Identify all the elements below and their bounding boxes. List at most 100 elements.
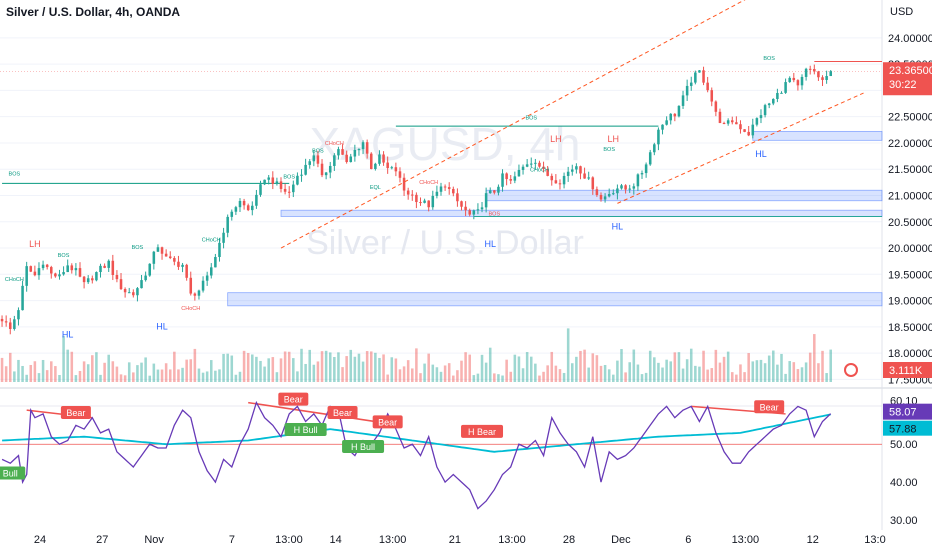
- candle-body[interactable]: [123, 289, 127, 293]
- candle-body[interactable]: [571, 169, 574, 172]
- candle-body[interactable]: [493, 190, 496, 193]
- candle-body[interactable]: [21, 285, 24, 311]
- candle-body[interactable]: [132, 292, 135, 296]
- candle-body[interactable]: [661, 124, 664, 130]
- candle-body[interactable]: [653, 144, 656, 153]
- candle-body[interactable]: [41, 264, 45, 269]
- candle-body[interactable]: [214, 257, 217, 268]
- candle-body[interactable]: [185, 264, 188, 278]
- candle-body[interactable]: [29, 266, 33, 272]
- candle-body[interactable]: [796, 80, 800, 86]
- candle-body[interactable]: [341, 149, 344, 155]
- candle-body[interactable]: [353, 149, 357, 157]
- candle-body[interactable]: [443, 186, 447, 188]
- candle-body[interactable]: [673, 113, 677, 117]
- candle-body[interactable]: [242, 200, 246, 206]
- candle-body[interactable]: [238, 200, 242, 208]
- candle-body[interactable]: [218, 242, 221, 258]
- candle-body[interactable]: [205, 275, 209, 281]
- candle-body[interactable]: [177, 261, 180, 267]
- candle-body[interactable]: [583, 173, 586, 179]
- candle-body[interactable]: [246, 205, 250, 211]
- candle-body[interactable]: [62, 272, 65, 275]
- candle-body[interactable]: [529, 163, 533, 165]
- candle-body[interactable]: [722, 123, 726, 125]
- candle-body[interactable]: [226, 216, 229, 233]
- candle-body[interactable]: [468, 210, 471, 215]
- candle-body[interactable]: [369, 153, 373, 169]
- candle-body[interactable]: [517, 169, 521, 177]
- candle-body[interactable]: [406, 190, 410, 195]
- candle-body[interactable]: [255, 194, 258, 206]
- candle-body[interactable]: [566, 171, 570, 176]
- candle-body[interactable]: [726, 120, 730, 124]
- candle-body[interactable]: [694, 72, 697, 83]
- candle-body[interactable]: [698, 70, 701, 73]
- candle-body[interactable]: [808, 68, 812, 70]
- candle-body[interactable]: [70, 265, 74, 271]
- candle-body[interactable]: [74, 268, 78, 271]
- candle-body[interactable]: [702, 70, 705, 83]
- candle-body[interactable]: [37, 268, 41, 276]
- candle-body[interactable]: [767, 103, 771, 106]
- candle-body[interactable]: [644, 164, 648, 174]
- candle-body[interactable]: [706, 82, 709, 91]
- candle-body[interactable]: [636, 174, 640, 187]
- candle-body[interactable]: [234, 207, 238, 212]
- candle-body[interactable]: [411, 194, 414, 196]
- price-axis[interactable]: USD24.0000023.5000023.0000022.5000022.00…: [844, 6, 932, 386]
- candle-body[interactable]: [759, 115, 763, 119]
- candle-body[interactable]: [173, 258, 176, 262]
- candle-body[interactable]: [251, 205, 254, 211]
- candle-body[interactable]: [312, 155, 316, 162]
- candle-body[interactable]: [562, 175, 566, 185]
- candle-body[interactable]: [283, 188, 287, 192]
- candle-body[interactable]: [620, 185, 623, 189]
- candle-body[interactable]: [54, 273, 57, 277]
- candle-body[interactable]: [550, 175, 554, 181]
- candle-body[interactable]: [374, 163, 377, 169]
- candle-body[interactable]: [91, 278, 94, 281]
- candle-body[interactable]: [804, 68, 808, 77]
- candle-body[interactable]: [209, 267, 213, 276]
- candle-body[interactable]: [419, 202, 422, 204]
- candle-body[interactable]: [136, 288, 139, 296]
- candle-body[interactable]: [575, 166, 578, 170]
- candle-body[interactable]: [349, 156, 353, 163]
- candle-body[interactable]: [476, 209, 480, 211]
- candle-body[interactable]: [776, 92, 779, 99]
- candle-body[interactable]: [345, 154, 348, 163]
- candle-body[interactable]: [501, 173, 504, 187]
- candle-body[interactable]: [505, 173, 508, 180]
- candle-body[interactable]: [525, 164, 529, 167]
- candle-body[interactable]: [497, 186, 500, 193]
- candle-body[interactable]: [357, 149, 361, 151]
- volume-badge[interactable]: [883, 362, 932, 378]
- candle-body[interactable]: [460, 201, 463, 207]
- candle-body[interactable]: [423, 200, 426, 203]
- candle-body[interactable]: [160, 247, 164, 254]
- candle-body[interactable]: [640, 173, 644, 175]
- candle-body[interactable]: [148, 263, 152, 276]
- candle-body[interactable]: [607, 194, 611, 197]
- candle-body[interactable]: [751, 124, 755, 136]
- candle-body[interactable]: [456, 193, 459, 202]
- candle-body[interactable]: [0, 318, 4, 322]
- candle-body[interactable]: [685, 85, 689, 96]
- candle-body[interactable]: [772, 98, 775, 104]
- candle-body[interactable]: [95, 272, 98, 281]
- candle-body[interactable]: [271, 177, 275, 184]
- candle-body[interactable]: [710, 90, 714, 102]
- candle-body[interactable]: [484, 193, 488, 208]
- candle-body[interactable]: [45, 264, 49, 268]
- candle-body[interactable]: [382, 154, 385, 163]
- candle-body[interactable]: [259, 184, 262, 195]
- candle-body[interactable]: [743, 129, 746, 132]
- candle-body[interactable]: [821, 77, 824, 80]
- candle-body[interactable]: [488, 190, 492, 194]
- candle-body[interactable]: [509, 179, 513, 181]
- rsi-pane[interactable]: Bear Bull Bear Bear Bear H Bull H Bull H Bear Be…: [0, 392, 932, 527]
- candle-body[interactable]: [230, 211, 234, 217]
- candle-body[interactable]: [324, 172, 328, 176]
- candle-body[interactable]: [111, 260, 115, 275]
